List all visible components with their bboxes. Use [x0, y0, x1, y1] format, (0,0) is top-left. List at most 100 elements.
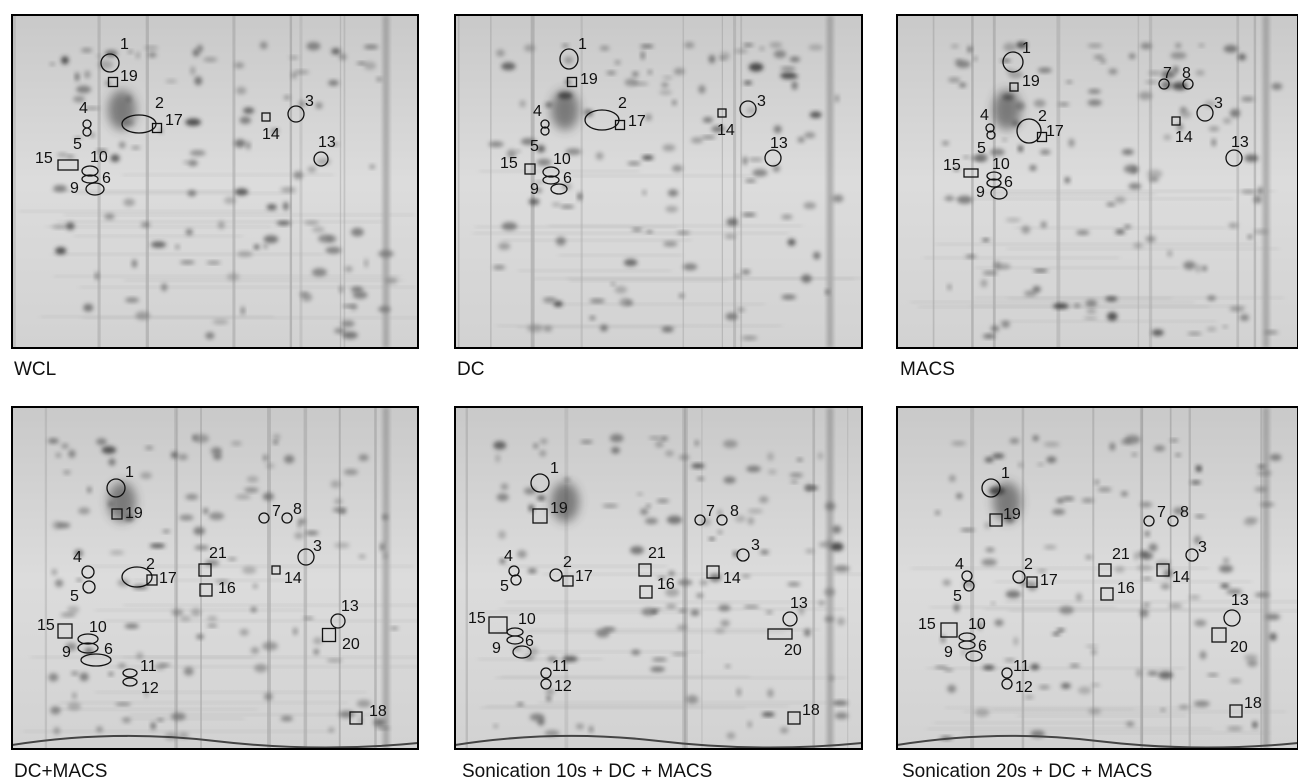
gel-streak [733, 15, 736, 348]
gel-spot [1136, 669, 1142, 677]
gel-spot [981, 279, 988, 287]
gel-spot [990, 149, 1005, 156]
gel-streak [339, 407, 341, 749]
gel-spot [973, 56, 977, 61]
gel-spot [385, 277, 397, 283]
gel-spot [246, 142, 250, 150]
gel-spot [194, 76, 202, 85]
gel-spot [742, 213, 756, 216]
spot-label: 10 [968, 616, 986, 633]
gel-spot [1142, 577, 1152, 580]
gel-spot [1252, 721, 1257, 728]
gel-spot [646, 230, 653, 233]
gel-spot [589, 726, 593, 733]
gel-spot [95, 272, 99, 280]
gel-spot [829, 676, 834, 681]
gel-spot [615, 286, 627, 293]
gel-spot [122, 717, 131, 723]
gel-spot [1260, 503, 1275, 507]
gel-spot [1209, 126, 1220, 131]
gel-band [545, 303, 765, 305]
gel-spot [787, 582, 800, 586]
spot-label: 12 [554, 678, 572, 695]
gel-spot [1212, 139, 1216, 147]
gel-spot [1167, 250, 1172, 257]
gel-spot [744, 81, 752, 85]
spot-label: 9 [944, 644, 953, 661]
gel-spot [1122, 149, 1134, 155]
gel-spot [774, 50, 786, 58]
spot-label: 5 [530, 138, 539, 155]
gel-spot [837, 617, 845, 625]
gel-spot [727, 218, 739, 226]
gel-spot [224, 197, 236, 204]
gel-spot [187, 190, 196, 196]
gel-spot [1038, 68, 1052, 73]
gel-spot [1224, 45, 1238, 53]
gel-spot [975, 708, 989, 717]
gel-spot [185, 118, 201, 125]
gel-spot [748, 517, 754, 525]
gel-spot [792, 81, 798, 90]
spot-label: 16 [1117, 580, 1135, 597]
gel-spot [767, 689, 773, 698]
gel-spot [1044, 442, 1060, 447]
gel-spot [726, 313, 738, 320]
gel-spot [1133, 243, 1142, 249]
spot-label: 7 [1163, 65, 1172, 82]
gel-band [52, 190, 246, 192]
gel-spot [76, 86, 91, 94]
gel-spot [1241, 190, 1256, 194]
gel-spot [546, 695, 551, 701]
gel-spot [768, 470, 777, 475]
gel-spot [281, 716, 293, 722]
gel-spot [645, 518, 658, 524]
gel-spot [668, 189, 678, 196]
gel-band [75, 192, 296, 194]
gel-spot [702, 136, 716, 139]
gel-spot [1220, 584, 1229, 588]
spot-label: 12 [141, 680, 159, 697]
gel-spot [781, 295, 796, 300]
gel-spot [769, 42, 782, 47]
spot-label: 16 [218, 580, 236, 597]
gel-streak [701, 407, 702, 749]
spot-label: 17 [628, 113, 646, 130]
gel-spot [234, 139, 245, 147]
gel-spot [1170, 439, 1179, 442]
gel-spot [78, 508, 90, 515]
gel-spot [1230, 306, 1245, 311]
gel-spot [1110, 443, 1116, 451]
spot-label: 9 [62, 644, 71, 661]
gel-spot [537, 496, 546, 501]
gel-band [64, 214, 414, 216]
gel-spot [150, 544, 165, 548]
gel-spot [684, 42, 694, 48]
gel-band [123, 656, 449, 658]
gel-spot [194, 527, 205, 535]
gel-spot [804, 629, 810, 637]
gel-spot [982, 238, 990, 241]
gel-spot [949, 475, 956, 482]
gel-spot [1265, 614, 1280, 620]
gel-spot [1030, 664, 1039, 670]
gel-spot [596, 629, 610, 638]
gel-spot [651, 608, 661, 611]
spot-label: 18 [369, 703, 387, 720]
gel-spot [529, 198, 540, 205]
gel-spot [68, 450, 75, 458]
gel-spot [528, 568, 537, 573]
gel-band [47, 226, 272, 228]
gel-spot [98, 60, 113, 69]
gel-spot [136, 52, 140, 59]
gel-spot [813, 252, 820, 260]
spot-label: 17 [165, 112, 183, 129]
spot-label: 20 [342, 636, 360, 653]
gel-spot [305, 531, 318, 535]
gel-spot [650, 667, 665, 672]
gel-band [521, 651, 701, 653]
gel-spot [1095, 480, 1100, 484]
panel-caption: Sonication 20s + DC + MACS [902, 761, 1152, 781]
gel-spot [709, 55, 716, 64]
gel-spot [1129, 183, 1142, 189]
